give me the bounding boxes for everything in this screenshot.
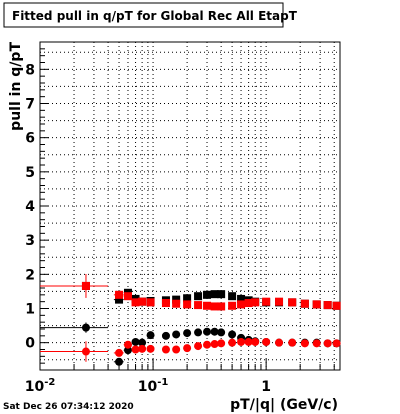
- data-point: [146, 344, 155, 353]
- data-point: [172, 345, 181, 354]
- data-point: [210, 302, 219, 311]
- data-point: [161, 331, 170, 340]
- data-point: [323, 339, 332, 348]
- data-point: [312, 339, 321, 348]
- data-point: [183, 294, 192, 303]
- data-point: [210, 327, 219, 336]
- data-series: [40, 273, 341, 311]
- data-point: [210, 290, 219, 299]
- data-point: [275, 338, 284, 347]
- data-point: [115, 348, 124, 357]
- data-point: [172, 295, 181, 304]
- data-point: [161, 299, 170, 308]
- data-point: [138, 338, 147, 347]
- grid-layer: [40, 42, 340, 370]
- data-point: [288, 338, 297, 347]
- title-box-border: [3, 2, 284, 28]
- data-point: [123, 340, 132, 349]
- data-point: [131, 337, 140, 346]
- data-point: [323, 301, 332, 310]
- data-point: [131, 345, 140, 354]
- series-layer: [40, 273, 341, 366]
- data-point: [115, 295, 124, 304]
- data-point: [203, 340, 212, 349]
- title-box: Fitted pull in q/pT for Global Rec All E…: [3, 2, 298, 28]
- data-point: [228, 301, 237, 310]
- y-tick-label: 4: [25, 199, 35, 215]
- x-tick-label: 10-2: [25, 377, 56, 395]
- data-point: [138, 297, 147, 306]
- data-point: [288, 298, 297, 307]
- data-point: [217, 290, 226, 299]
- data-point: [237, 294, 246, 303]
- data-point: [183, 329, 192, 338]
- y-tick-label: 0: [25, 336, 35, 352]
- data-point: [262, 297, 271, 306]
- chart-title: Fitted pull in q/pT for Global Rec All E…: [12, 9, 298, 23]
- data-point: [312, 300, 321, 309]
- tick-labels: 0 1 2 3 4 5 6 7 8 10-2 10-1 1: [25, 62, 271, 395]
- data-point: [172, 299, 181, 308]
- data-point: [217, 302, 226, 311]
- data-point: [183, 344, 192, 353]
- data-point: [81, 347, 90, 356]
- data-point: [183, 300, 192, 309]
- x-tick-label: 10-1: [138, 377, 169, 395]
- data-point: [237, 337, 246, 346]
- data-point: [244, 299, 253, 308]
- timestamp: Sat Dec 26 07:34:12 2020: [3, 402, 134, 412]
- data-point: [203, 327, 212, 336]
- y-tick-label: 5: [25, 165, 35, 181]
- data-point: [138, 344, 147, 353]
- data-point: [81, 281, 90, 290]
- data-point: [228, 292, 237, 301]
- data-point: [244, 337, 253, 346]
- data-point: [228, 330, 237, 339]
- y-tick-label: 2: [25, 267, 35, 283]
- data-point: [275, 297, 284, 306]
- x-axis-title: pT/|q| (GeV/c): [230, 397, 338, 413]
- data-point: [332, 301, 341, 310]
- data-point: [81, 323, 90, 332]
- data-point: [300, 299, 309, 308]
- y-tick-label: 7: [25, 97, 35, 113]
- data-point: [146, 298, 155, 307]
- data-point: [161, 345, 170, 354]
- y-tick-label: 8: [25, 62, 35, 78]
- data-point: [217, 328, 226, 337]
- data-point: [217, 339, 226, 348]
- data-point: [210, 340, 219, 349]
- data-point: [237, 300, 246, 309]
- y-tick-label: 1: [25, 302, 35, 318]
- data-point: [228, 338, 237, 347]
- data-point: [123, 292, 132, 301]
- data-point: [131, 298, 140, 307]
- data-point: [203, 301, 212, 310]
- data-point: [203, 290, 212, 299]
- data-point: [172, 330, 181, 339]
- y-axis-title: pull in q/pT: [8, 42, 24, 131]
- data-point: [115, 290, 124, 299]
- x-tick-label: 1: [261, 379, 271, 395]
- data-point: [194, 292, 203, 301]
- data-point: [194, 328, 203, 337]
- y-tick-label: 6: [25, 131, 35, 147]
- data-point: [123, 346, 132, 355]
- data-point: [300, 339, 309, 348]
- data-point: [194, 301, 203, 310]
- tick-layer: [39, 48, 335, 371]
- data-point: [332, 339, 341, 348]
- data-point: [251, 337, 260, 346]
- data-point: [194, 342, 203, 351]
- data-series: [40, 337, 341, 362]
- data-point: [251, 298, 260, 307]
- data-point: [262, 337, 271, 346]
- data-point: [146, 331, 155, 340]
- y-tick-label: 3: [25, 233, 35, 249]
- data-point: [115, 357, 124, 366]
